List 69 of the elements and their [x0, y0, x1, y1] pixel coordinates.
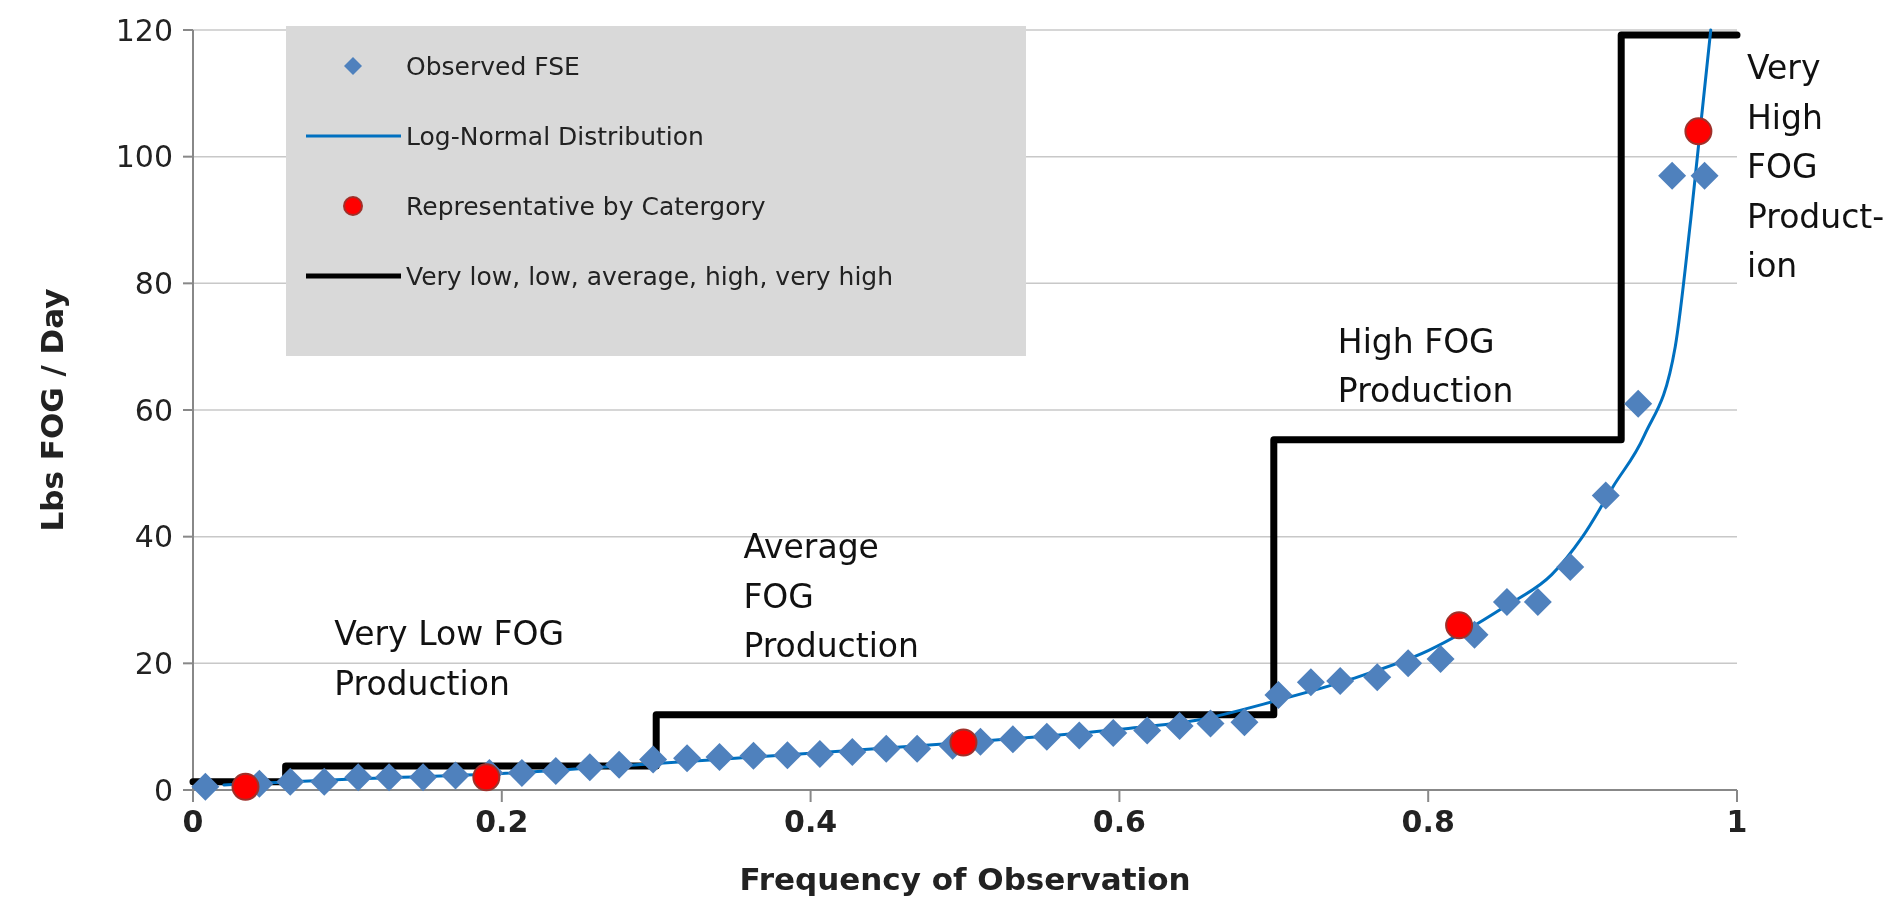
point	[1445, 611, 1474, 640]
y-axis-title: Lbs FOG / Day	[34, 288, 70, 532]
point	[1099, 719, 1128, 747]
x-tick-label: 0	[182, 804, 204, 839]
point	[575, 753, 604, 782]
point	[705, 743, 734, 772]
point	[639, 745, 668, 774]
point	[231, 772, 260, 801]
point	[1624, 389, 1653, 418]
point	[673, 744, 702, 773]
x-tick-label: 1	[1726, 804, 1748, 839]
text: Very High FOG Product- ion	[1747, 48, 1885, 286]
y-tick-label: 80	[134, 265, 173, 301]
x-tick-label: 0.2	[475, 804, 529, 839]
point	[375, 763, 404, 792]
point	[1426, 644, 1455, 673]
point	[998, 725, 1027, 754]
point	[1363, 663, 1392, 692]
y-tick-label: 0	[153, 772, 173, 808]
y-tick-label: 60	[134, 392, 173, 428]
annotation: High FOG Production	[1337, 321, 1514, 411]
point	[1523, 587, 1552, 616]
x-tick-label: 0.4	[784, 804, 838, 839]
annotation: Average FOG Production	[743, 527, 919, 665]
point	[1690, 161, 1719, 190]
point	[949, 728, 978, 757]
point	[1230, 708, 1259, 737]
point	[1296, 668, 1325, 697]
point	[1264, 681, 1293, 709]
point	[838, 738, 867, 766]
legend-label: Very low, low, average, high, very high	[406, 261, 894, 291]
point	[605, 750, 634, 779]
point	[441, 761, 470, 790]
point	[739, 741, 768, 770]
point	[1065, 721, 1094, 750]
point	[1032, 722, 1061, 751]
point	[903, 734, 932, 763]
point	[1133, 716, 1162, 745]
legend-label: Log-Normal Distribution	[406, 121, 704, 151]
x-tick-label: 0.6	[1092, 804, 1146, 839]
y-tick-label: 120	[115, 12, 173, 48]
point	[507, 758, 536, 787]
point	[805, 739, 834, 768]
y-tick-label: 40	[134, 519, 173, 555]
annotation: Very Low FOG Production	[334, 614, 565, 703]
point	[191, 772, 220, 801]
point	[344, 763, 373, 792]
point	[1492, 587, 1521, 616]
legend-label: Observed FSE	[406, 51, 580, 81]
point	[1196, 709, 1225, 738]
legend-label: Representative by Catergory	[406, 191, 766, 221]
point	[773, 741, 802, 770]
point	[1394, 649, 1423, 678]
y-tick-label: 20	[134, 645, 173, 681]
point	[872, 734, 901, 763]
point	[541, 757, 570, 785]
point	[276, 767, 305, 796]
point	[1326, 667, 1355, 696]
point	[310, 767, 339, 796]
point	[1684, 117, 1713, 146]
x-axis-title: Frequency of Observation	[739, 861, 1191, 897]
y-tick-label: 100	[115, 139, 173, 175]
point	[1658, 161, 1687, 190]
point	[409, 763, 438, 792]
point	[472, 763, 501, 792]
point	[1556, 553, 1585, 582]
x-tick-label: 0.8	[1401, 804, 1455, 839]
point	[1165, 712, 1194, 741]
point	[1591, 481, 1620, 510]
